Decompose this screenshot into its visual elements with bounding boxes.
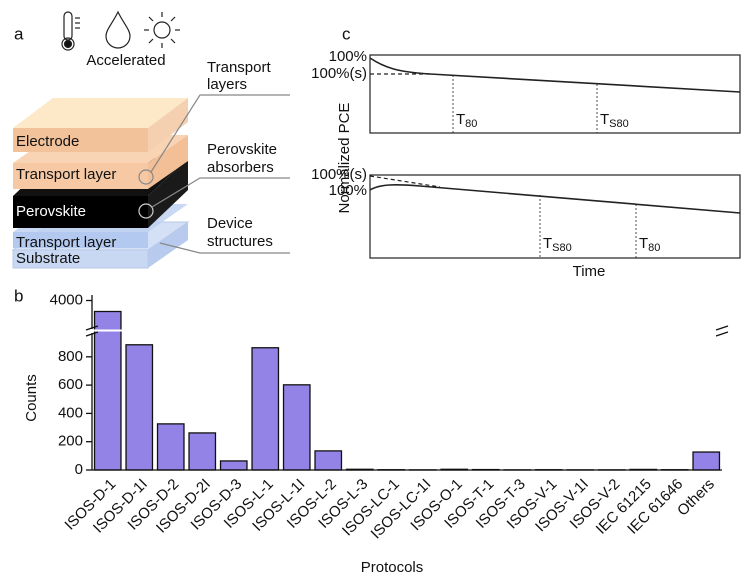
x-axis-label: Protocols: [361, 559, 424, 576]
bar: [188, 432, 217, 471]
icons: [61, 10, 180, 51]
caption: Accelerated: [86, 52, 165, 69]
bar: [692, 451, 721, 471]
bar: [282, 384, 311, 471]
callout: Perovskite: [207, 141, 277, 158]
schematic-plots: [369, 54, 741, 259]
device-stack: [11, 98, 190, 269]
callout: Device: [207, 215, 253, 232]
y-tick-label: 200: [58, 433, 83, 450]
marker: TS80: [600, 111, 629, 130]
callout: absorbers: [207, 159, 274, 176]
bar: [251, 347, 280, 471]
level-label: 100%: [329, 48, 367, 65]
callout-lines: [138, 94, 290, 254]
axis-break: [715, 331, 729, 337]
callout: structures: [207, 233, 273, 250]
level-label: 100%(s): [311, 166, 367, 183]
layer-label: Electrode: [16, 133, 79, 150]
callout: Transport: [207, 59, 271, 76]
panel-label: b: [14, 286, 23, 305]
y-tick-label: 0: [75, 461, 83, 478]
x-axis-label: Time: [573, 263, 606, 280]
bar: [219, 460, 248, 471]
layer-label: Transport layer: [16, 234, 116, 251]
bar: [93, 310, 122, 471]
y-tick-label: 800: [58, 348, 83, 365]
layer-label: Perovskite: [16, 203, 86, 220]
layer-label: Substrate: [16, 250, 80, 267]
level-label: 100%: [329, 182, 367, 199]
axis-break-gap: [93, 329, 122, 332]
bar: [125, 344, 154, 471]
axis-break: [715, 325, 729, 331]
bar: [156, 423, 185, 471]
marker: TS80: [543, 235, 572, 254]
axis-break: [85, 325, 99, 331]
bar: [314, 450, 343, 471]
y-axis-label: Counts: [23, 374, 40, 422]
marker: T80: [639, 235, 660, 254]
y-axis-label: Normalized PCE: [336, 103, 353, 214]
panel-label: a: [14, 24, 24, 43]
y-tick-label: 600: [58, 376, 83, 393]
y-tick-label: 400: [58, 404, 83, 421]
y-tick-label: 4000: [50, 291, 83, 308]
bar-chart: ISOS-D-1ISOS-D-1IISOS-D-2ISOS-D-2IISOS-D…: [50, 291, 729, 542]
marker: T80: [456, 111, 477, 130]
axis-break: [85, 331, 99, 337]
callout: layers: [207, 76, 247, 93]
layer-label: Transport layer: [16, 166, 116, 183]
panel-label: c: [342, 24, 351, 43]
level-label: 100%(s): [311, 65, 367, 82]
